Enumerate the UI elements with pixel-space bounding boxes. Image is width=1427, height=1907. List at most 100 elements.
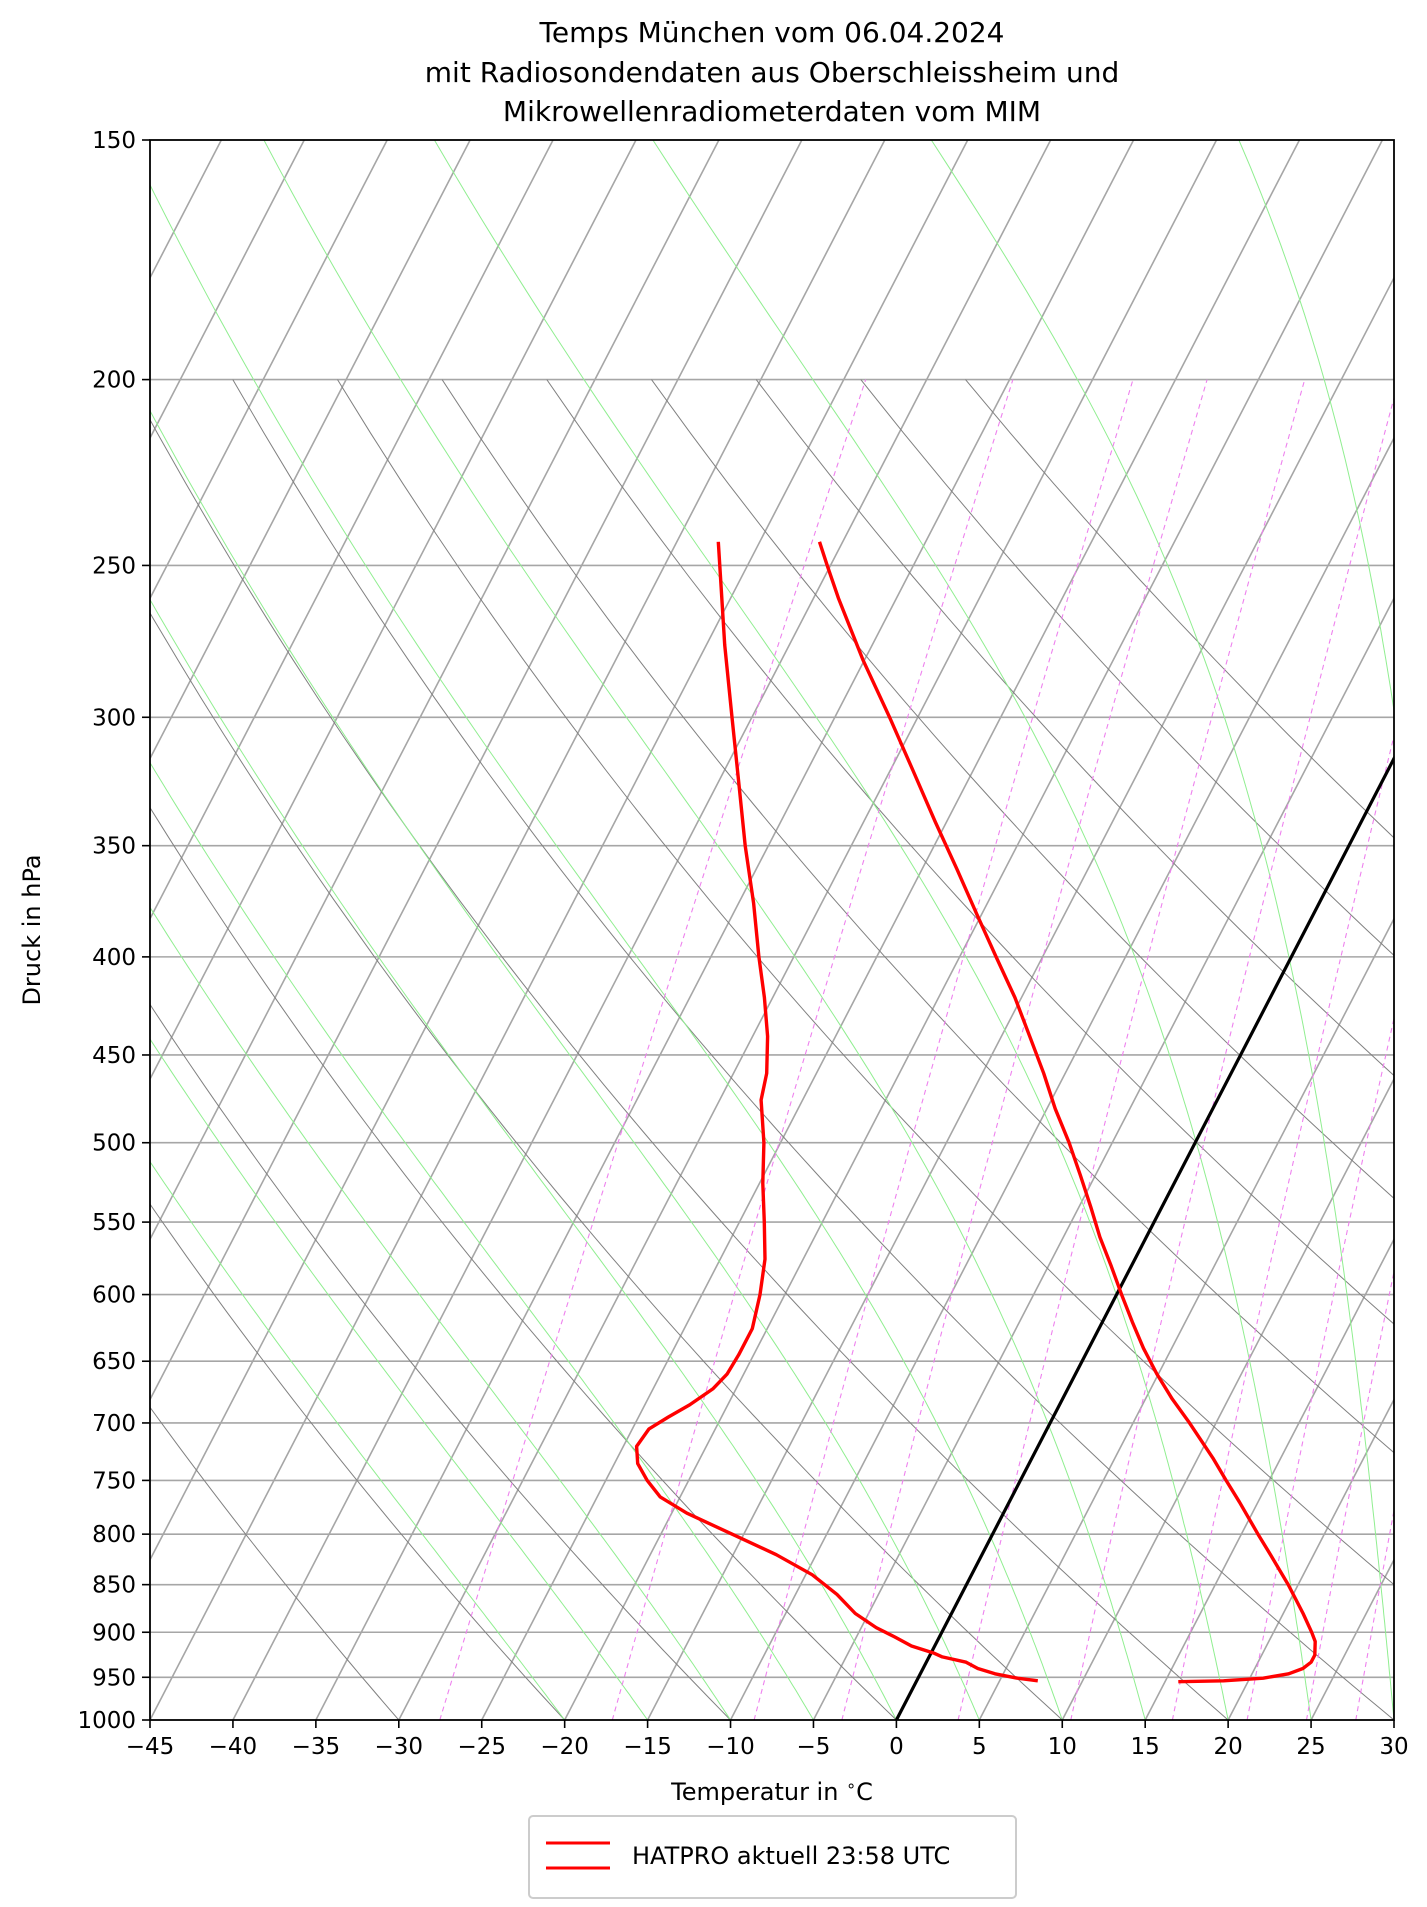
degree-symbol: ∘ [846, 1776, 856, 1795]
isotherm--50 [150, 140, 886, 1562]
dry-adiabat [546, 379, 1394, 1325]
dry-adiabat [441, 379, 1394, 1454]
dry-adiabat [232, 379, 1394, 1720]
y-tick-label: 150 [92, 128, 136, 154]
y-tick-label: 900 [92, 1620, 136, 1646]
profile-line-dewpoint [634, 541, 1039, 1683]
y-tick-label: 1000 [77, 1708, 136, 1734]
dry-adiabat [755, 379, 1394, 1077]
x-tick-label: 20 [1213, 1734, 1242, 1760]
moist-adiabat [433, 140, 1229, 1720]
y-tick-label: 750 [92, 1468, 136, 1494]
y-tick-label: 650 [92, 1349, 136, 1375]
isotherm-20 [1227, 1397, 1394, 1720]
moist-adiabat [150, 598, 897, 1720]
isotherm--10 [729, 436, 1394, 1720]
y-tick-label: 850 [92, 1573, 136, 1599]
isotherm--30 [398, 140, 1218, 1720]
x-tick-label: −15 [623, 1734, 672, 1760]
data-layer [634, 541, 1394, 1720]
mixing-ratio-line [753, 379, 1134, 1720]
dry-adiabat [150, 612, 1063, 1720]
y-tick-label: 300 [92, 705, 136, 731]
axis-ticks: −45 −40 −35 −30 −25 −20 −15 −10 −5 0 5 10 15 20 25 30 10… [77, 128, 1408, 1760]
x-tick-label: −40 [209, 1734, 258, 1760]
isotherm--15 [646, 276, 1394, 1720]
legend-box [528, 1815, 1017, 1899]
mixing-ratio-line [1355, 1507, 1394, 1720]
y-tick-label: 400 [92, 945, 136, 971]
moist-adiabat [150, 409, 980, 1720]
dry-adiabat [150, 418, 1229, 1720]
isotherm--45 [150, 140, 969, 1720]
isotherm--55 [150, 140, 803, 1402]
mixing-ratio-line [841, 379, 1208, 1720]
isotherm--5 [812, 596, 1394, 1720]
legend: HATPRO aktuell 23:58 UTC [528, 1815, 1017, 1899]
moist-adiabat [930, 140, 1394, 1720]
x-tick-label: 0 [889, 1734, 904, 1760]
mixing-ratio-line [1398, 380, 1427, 1720]
isotherm--60 [150, 140, 720, 1242]
title-line-2: mit Radiosondendaten aus Oberschleisshei… [425, 56, 1119, 89]
legend-label: HATPRO aktuell 23:58 UTC [632, 1842, 950, 1870]
y-tick-label: 200 [92, 368, 136, 394]
x-tick-label: −45 [126, 1734, 175, 1760]
dry-adiabat [150, 1003, 731, 1720]
x-tick-label: 5 [972, 1734, 987, 1760]
isotherm--20 [563, 140, 1384, 1720]
moist-adiabat [150, 761, 814, 1720]
isotherm--85 [150, 140, 305, 440]
y-axis-label: Druck in hPa [18, 854, 46, 1005]
x-tick-label: 30 [1379, 1734, 1408, 1760]
dry-adiabat [150, 806, 897, 1720]
x-tick-label: −30 [375, 1734, 424, 1760]
dry-adiabat [150, 1406, 400, 1720]
y-tick-label: 550 [92, 1210, 136, 1236]
plot-frame [149, 139, 1395, 1721]
isotherm--25 [481, 140, 1301, 1720]
x-tick-label: 10 [1048, 1734, 1077, 1760]
x-tick-label: −5 [797, 1734, 831, 1760]
x-tick-label: 15 [1131, 1734, 1160, 1760]
plot-border [149, 139, 1395, 1721]
x-axis-label: Temperatur in ∘C [670, 1776, 873, 1806]
isotherm-15 [1144, 1237, 1394, 1720]
y-tick-label: 450 [92, 1043, 136, 1069]
isotherm--40 [232, 140, 1052, 1720]
y-tick-label: 250 [92, 553, 136, 579]
mixing-ratio-line [611, 379, 1014, 1720]
mixing-ratio-line [1246, 1015, 1394, 1720]
moist-adiabat [150, 906, 731, 1720]
isotherm--80 [150, 140, 388, 601]
moist-adiabat [150, 183, 1063, 1720]
x-tick-label: −20 [540, 1734, 589, 1760]
x-tick-label: 25 [1296, 1734, 1325, 1760]
isotherm--70 [150, 140, 554, 921]
y-tick-label: 350 [92, 834, 136, 860]
y-tick-label: 800 [92, 1522, 136, 1548]
mixing-ratio-line [1070, 395, 1394, 1720]
x-tick-label: −35 [292, 1734, 341, 1760]
isotherm-5 [978, 917, 1394, 1720]
isotherm-30 [1393, 1718, 1394, 1720]
title-line-1: Temps München vom 06.04.2024 [539, 16, 1005, 49]
moist-adiabat [150, 1160, 566, 1720]
x-tick-label: −10 [706, 1734, 755, 1760]
y-tick-label: 700 [92, 1411, 136, 1437]
mixing-ratio-line [439, 379, 867, 1720]
dry-adiabat [150, 1203, 566, 1720]
y-tick-label: 600 [92, 1283, 136, 1309]
plot-background [150, 140, 1394, 1720]
x-axis-label-text: Temperatur in [670, 1778, 846, 1806]
isotherm--65 [150, 140, 637, 1081]
chart-title: Temps München vom 06.04.2024 mit Radioso… [425, 16, 1119, 128]
isotherm-10 [1061, 1077, 1394, 1720]
isotherm--35 [315, 140, 1135, 1720]
moist-adiabat [150, 1038, 649, 1720]
title-line-3: Mikrowellenradiometerdaten vom MIM [503, 95, 1041, 128]
isotherm--75 [150, 140, 471, 761]
dry-adiabat [860, 379, 1394, 957]
y-tick-label: 500 [92, 1131, 136, 1157]
